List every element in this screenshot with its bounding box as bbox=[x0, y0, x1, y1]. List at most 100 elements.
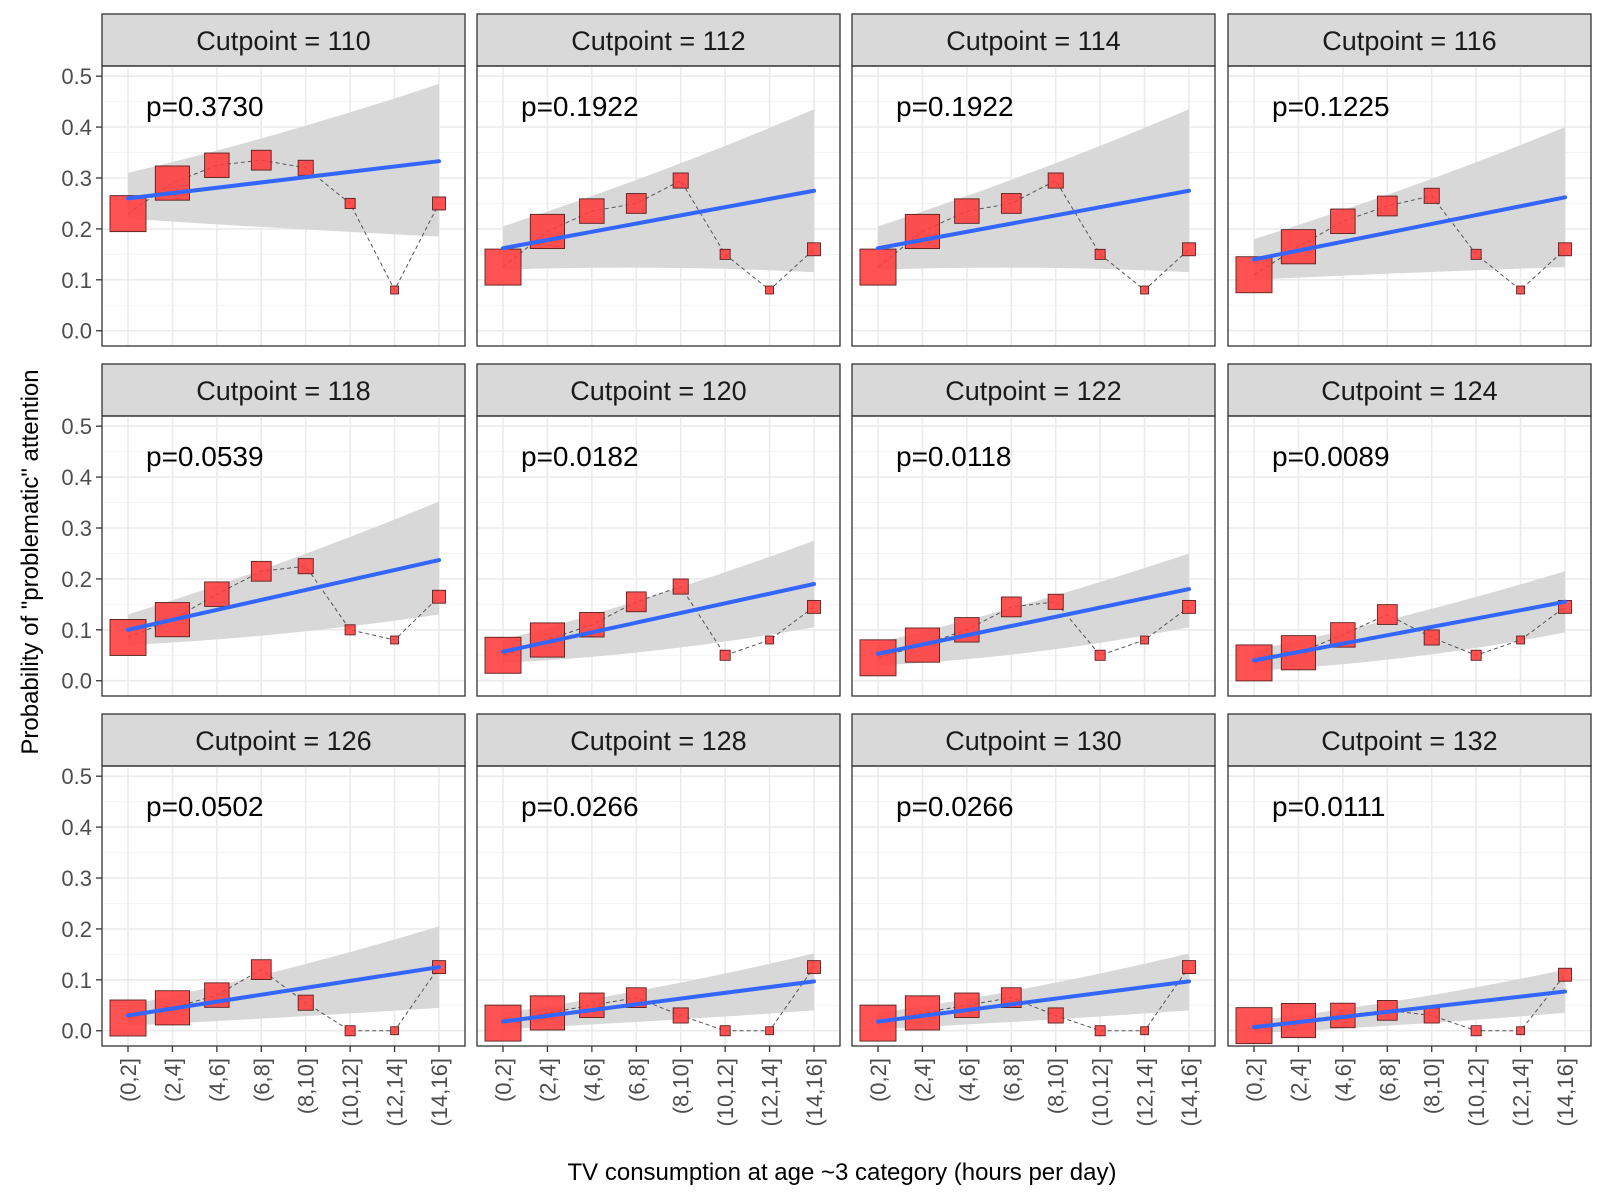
x-tick-label: (14,16] bbox=[427, 1058, 452, 1127]
y-tick-label: 0.5 bbox=[61, 64, 92, 89]
x-tick-label: (4,6] bbox=[955, 1058, 980, 1102]
data-point bbox=[719, 248, 731, 260]
confidence-ribbon bbox=[128, 501, 439, 646]
p-value-label: p=0.0182 bbox=[521, 441, 639, 472]
confidence-ribbon bbox=[1254, 127, 1565, 280]
data-point bbox=[1047, 593, 1064, 610]
data-point bbox=[484, 248, 522, 286]
data-point bbox=[859, 248, 897, 286]
facet-strip bbox=[1227, 713, 1592, 767]
facet-strip-label: Cutpoint = 130 bbox=[945, 726, 1121, 756]
data-point bbox=[1470, 1025, 1482, 1037]
panel-border bbox=[101, 65, 466, 347]
connector-line bbox=[127, 966, 440, 1032]
data-point bbox=[1330, 208, 1356, 234]
fit-line bbox=[876, 587, 1191, 656]
data-point bbox=[954, 198, 980, 224]
x-tick-label: (12,14] bbox=[1133, 1058, 1158, 1127]
panel-border bbox=[101, 765, 466, 1047]
data-point bbox=[859, 1004, 897, 1042]
p-value-label: p=0.1225 bbox=[1272, 91, 1390, 122]
x-tick-label: (14,16] bbox=[1177, 1058, 1202, 1127]
data-point bbox=[1094, 248, 1106, 260]
data-point bbox=[1423, 187, 1440, 204]
data-point bbox=[672, 172, 689, 189]
data-point bbox=[765, 635, 774, 645]
facet-strip-label: Cutpoint = 114 bbox=[946, 26, 1120, 56]
confidence-ribbon bbox=[128, 83, 439, 237]
data-point bbox=[109, 195, 147, 233]
data-point bbox=[1182, 960, 1196, 975]
data-point bbox=[1376, 195, 1398, 217]
data-point bbox=[807, 242, 821, 257]
x-tick-label: (12,14] bbox=[383, 1058, 408, 1127]
panel-border bbox=[851, 415, 1216, 697]
data-point bbox=[204, 152, 230, 178]
y-tick-label: 0.1 bbox=[61, 968, 92, 993]
y-tick-label: 0.3 bbox=[61, 516, 92, 541]
connector-line bbox=[127, 159, 440, 292]
data-point bbox=[807, 599, 821, 614]
x-tick-label: (8,10] bbox=[669, 1058, 694, 1114]
data-point bbox=[1516, 1026, 1525, 1036]
facet-panel: Cutpoint = 120 p=0.0182 bbox=[476, 363, 841, 697]
connector-line bbox=[1253, 195, 1566, 291]
fit-line bbox=[876, 979, 1191, 1024]
x-tick-label: (8,10] bbox=[1420, 1058, 1445, 1114]
x-tick-label: (10,12] bbox=[713, 1058, 738, 1127]
y-tick-label: 0.3 bbox=[61, 166, 92, 191]
facet-strip-label: Cutpoint = 122 bbox=[945, 376, 1121, 406]
fit-line bbox=[876, 188, 1191, 251]
facet-strip bbox=[476, 13, 841, 67]
data-point bbox=[109, 999, 147, 1037]
data-point bbox=[297, 159, 314, 176]
panel-border bbox=[476, 415, 841, 697]
data-point bbox=[859, 639, 897, 677]
data-point bbox=[1558, 242, 1572, 257]
data-point bbox=[344, 197, 356, 209]
facet-strip-label: Cutpoint = 110 bbox=[196, 26, 370, 56]
facet-panel: Cutpoint = 130 p=0.0266 (0,2] (2,4] (4,6] (6,… bbox=[851, 713, 1216, 1127]
data-point bbox=[579, 198, 605, 224]
x-tick-label: (10,12] bbox=[338, 1058, 363, 1127]
p-value-label: p=0.0502 bbox=[146, 791, 264, 822]
y-tick-label: 0.4 bbox=[61, 815, 92, 840]
y-axis-title: Probability of "problematic" attention bbox=[17, 369, 44, 754]
data-point bbox=[1000, 193, 1022, 214]
facet-panel: Cutpoint = 118 p=0.0539 0.0 0.1 0.2 0.3 0.4 0.5 bbox=[61, 363, 466, 697]
data-point bbox=[484, 636, 522, 674]
p-value-label: p=0.0539 bbox=[146, 441, 264, 472]
facet-strip bbox=[476, 363, 841, 417]
x-tick-label: (4,6] bbox=[1331, 1058, 1356, 1102]
facet-strip-label: Cutpoint = 128 bbox=[570, 726, 746, 756]
facet-panel: Cutpoint = 110 p=0.3730 0.0 0.1 0.2 0.3 0.4 0.5 bbox=[61, 13, 466, 347]
data-point bbox=[1516, 285, 1525, 295]
data-point bbox=[807, 960, 821, 975]
x-tick-label: (10,12] bbox=[1464, 1058, 1489, 1127]
p-value-label: p=0.0266 bbox=[896, 791, 1014, 822]
x-tick-label: (0,2] bbox=[116, 1058, 141, 1102]
p-value-label: p=0.1922 bbox=[521, 91, 639, 122]
panel-border bbox=[476, 765, 841, 1047]
facet-panel: Cutpoint = 116 p=0.1225 bbox=[1227, 13, 1592, 347]
data-point bbox=[1094, 649, 1106, 661]
p-value-label: p=0.3730 bbox=[146, 91, 264, 122]
p-value-label: p=0.0266 bbox=[521, 791, 639, 822]
data-point bbox=[344, 1025, 356, 1037]
data-point bbox=[1140, 1026, 1149, 1036]
facet-panels: Cutpoint = 110 p=0.3730 0.0 0.1 0.2 0.3 0.4 0.5… bbox=[61, 13, 1592, 1127]
facet-panel: Cutpoint = 128 p=0.0266 (0,2] (2,4] (4,6] (6,… bbox=[476, 713, 841, 1127]
data-point bbox=[390, 1026, 399, 1036]
x-tick-label: (6,8] bbox=[1375, 1058, 1400, 1102]
panel-border bbox=[1227, 765, 1592, 1047]
data-point bbox=[297, 994, 314, 1011]
data-point bbox=[954, 992, 980, 1018]
facet-panel: Cutpoint = 112 p=0.1922 bbox=[476, 13, 841, 347]
panel-border bbox=[851, 65, 1216, 347]
p-value-label: p=0.1922 bbox=[896, 91, 1014, 122]
data-point bbox=[1516, 635, 1525, 645]
data-point bbox=[1376, 604, 1398, 625]
x-tick-label: (2,4] bbox=[1286, 1058, 1311, 1102]
x-tick-label: (6,8] bbox=[249, 1058, 274, 1102]
